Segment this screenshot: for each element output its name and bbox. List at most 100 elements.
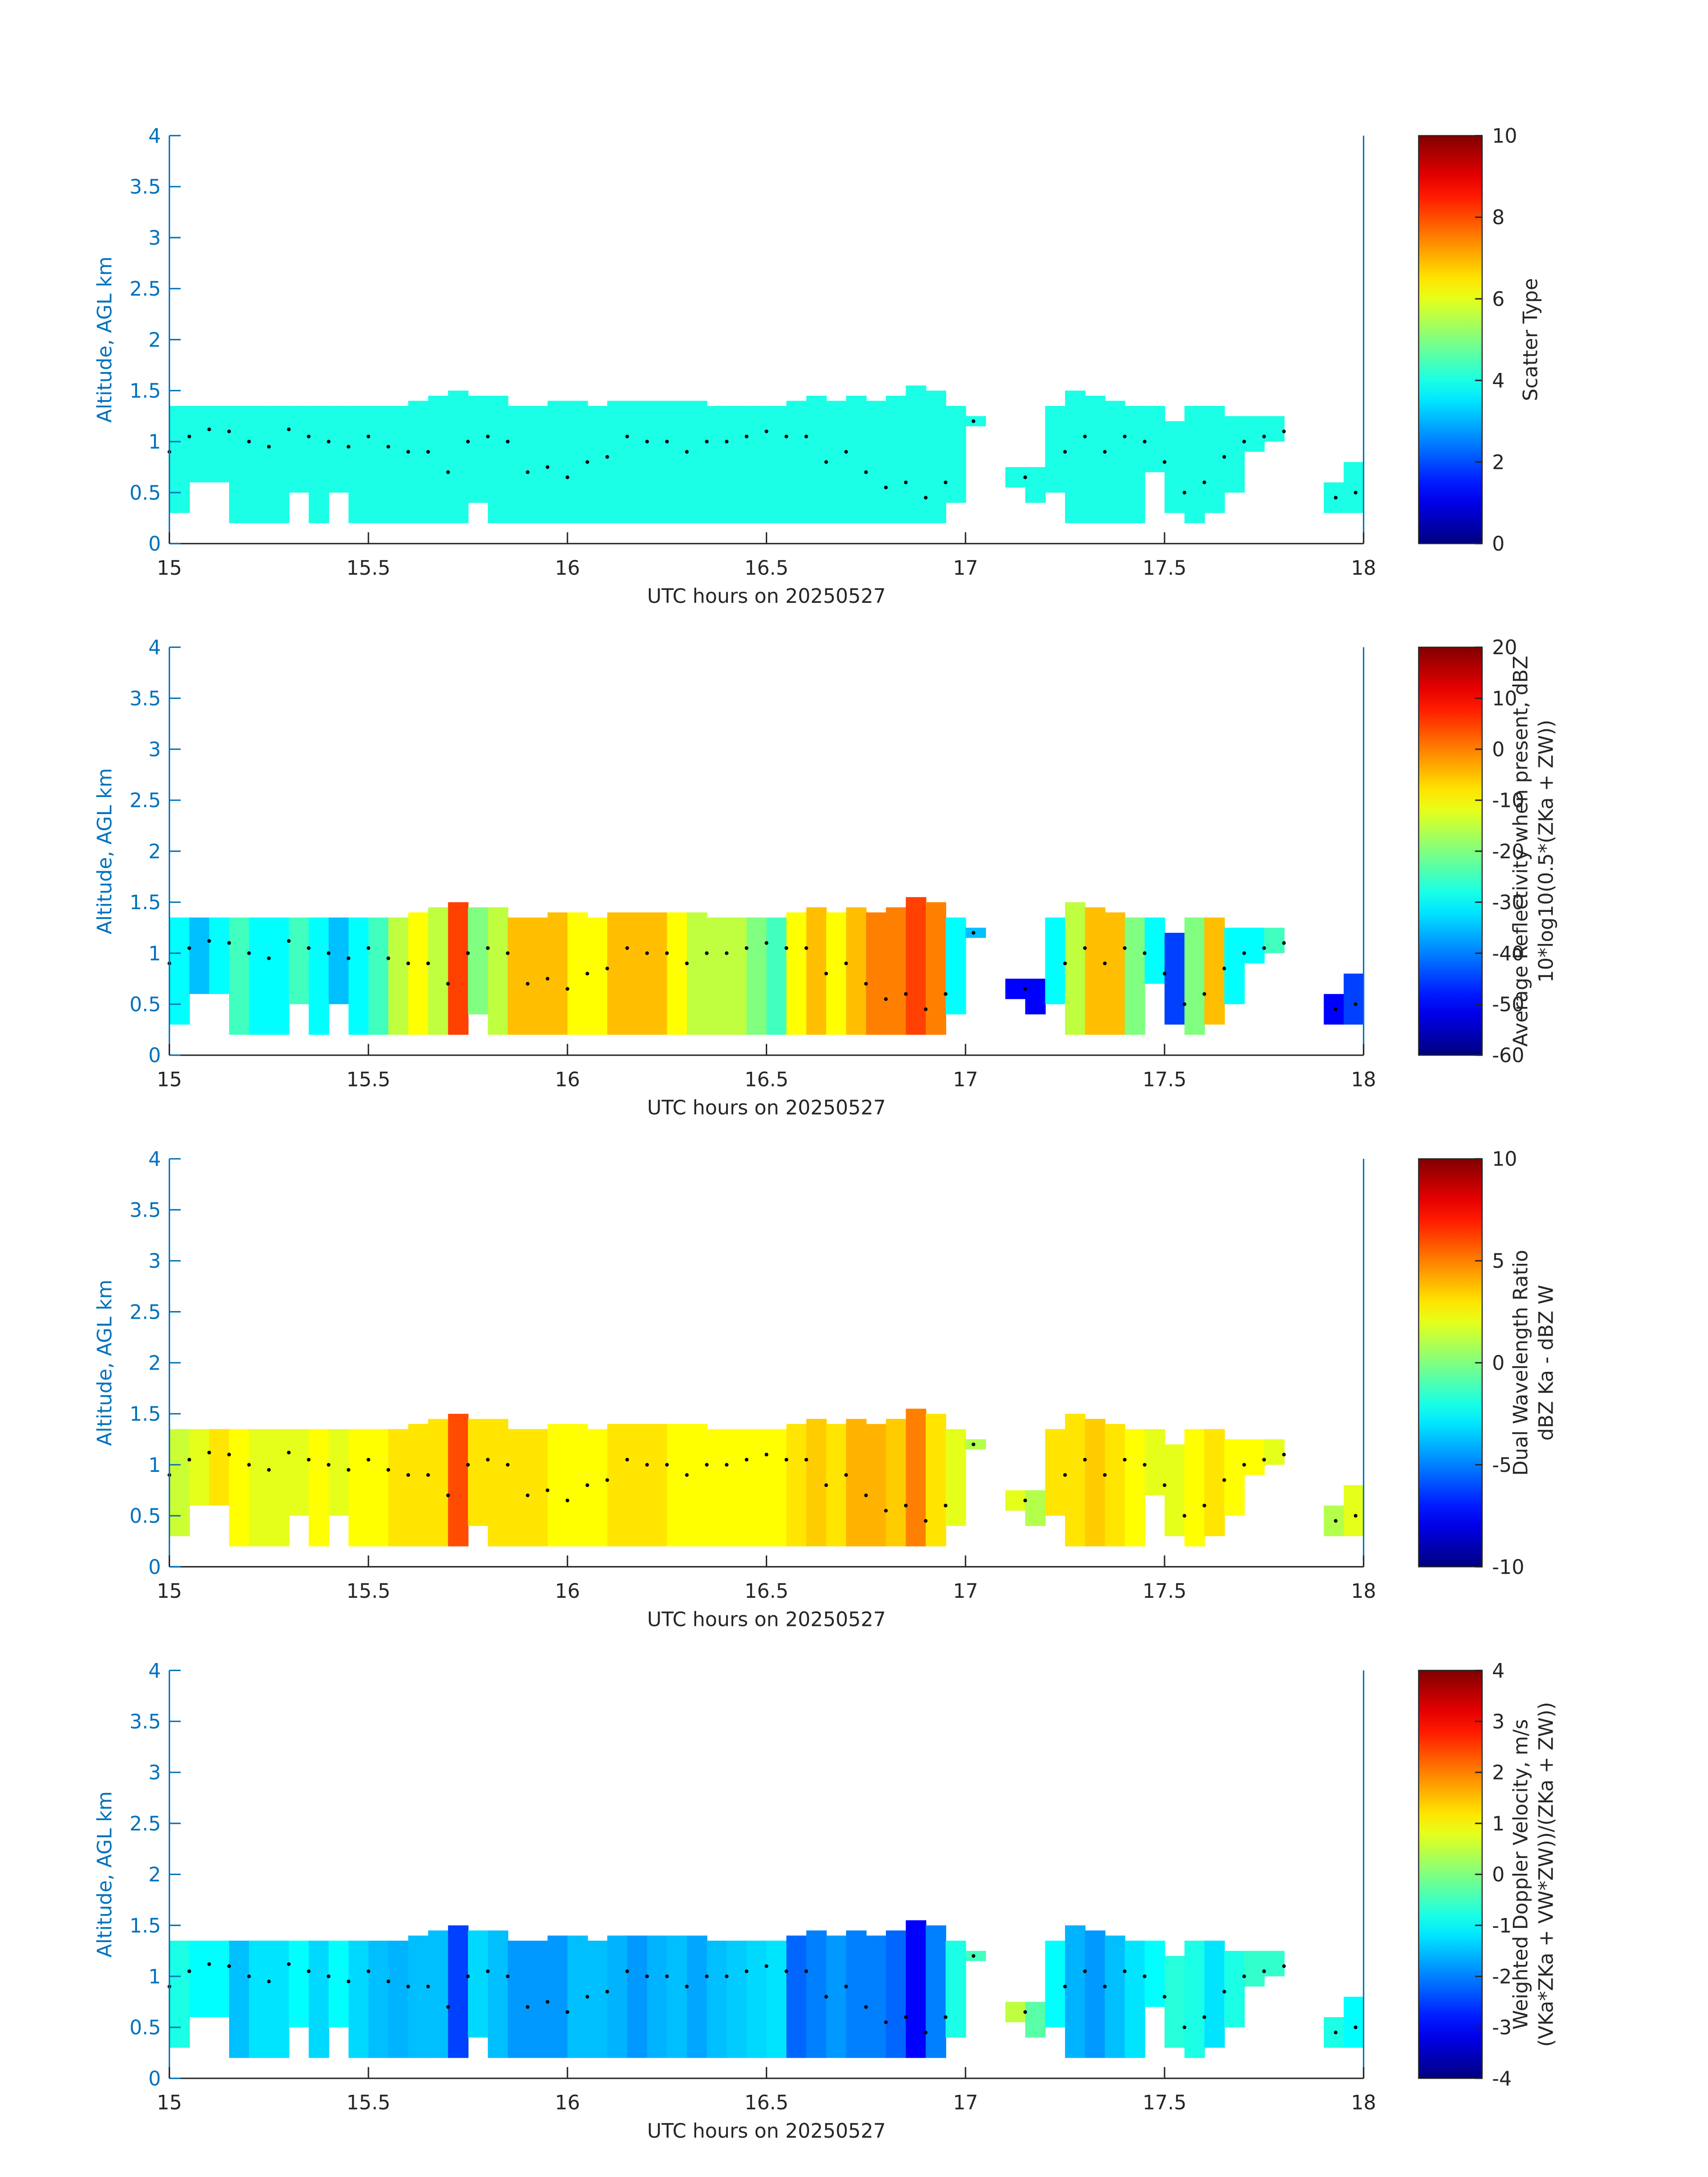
dot — [804, 1969, 808, 1973]
data-column — [687, 401, 708, 523]
dot — [904, 992, 908, 996]
dot — [386, 1980, 390, 1984]
data-column — [885, 907, 906, 1035]
dot — [1242, 951, 1246, 955]
dot — [744, 946, 749, 950]
dot — [923, 1519, 928, 1523]
colorbar-tick-label: -50 — [1492, 994, 1524, 1016]
dot — [645, 951, 649, 955]
data-column — [1344, 1485, 1364, 1536]
colorbar-tick-label: 10 — [1492, 687, 1517, 710]
data-column — [428, 396, 449, 523]
y-tick-label: 0 — [148, 2068, 161, 2090]
data-column — [1005, 2002, 1026, 2022]
y-tick-label: 0 — [148, 533, 161, 556]
data-column — [169, 1429, 190, 1536]
dot — [944, 1504, 948, 1508]
data-column — [527, 917, 548, 1035]
data-column — [328, 917, 349, 1004]
dot — [625, 946, 629, 950]
data-column — [1344, 462, 1364, 513]
data-column — [1065, 1413, 1086, 1546]
y-tick-label: 1 — [148, 1966, 161, 1989]
dot — [526, 470, 530, 474]
data-column — [448, 1925, 469, 2058]
dot — [366, 435, 371, 439]
dot — [287, 427, 291, 431]
data-column — [468, 396, 489, 503]
dot — [1103, 1473, 1107, 1477]
data-column — [448, 390, 469, 523]
data-column — [926, 902, 946, 1035]
data-column — [1005, 978, 1026, 999]
data-column — [567, 1935, 588, 2058]
data-column — [766, 917, 787, 1035]
dot — [904, 2015, 908, 2019]
dot — [526, 982, 530, 986]
data-column — [209, 405, 230, 483]
data-column — [1344, 974, 1364, 1025]
data-column — [229, 917, 250, 1035]
dot — [1222, 1989, 1226, 1994]
colorbar-tick-label: -20 — [1492, 840, 1524, 863]
dot — [864, 982, 868, 986]
data-column — [408, 401, 429, 523]
data-column — [1045, 405, 1066, 493]
data-column — [727, 1429, 748, 1546]
x-tick-label: 18 — [1351, 1580, 1376, 1603]
data-column — [229, 1429, 250, 1546]
y-tick-label: 0 — [148, 1045, 161, 1067]
colorbar-label: (VKa*ZKa + VW*ZW))/(ZKa + ZW)) — [1535, 1702, 1558, 2047]
panel: 0 0.5 1 1.5 2 2.5 3 3.5 4 15 15.5 16 16.5 17 17.5 18 UTC… — [94, 1148, 1558, 1631]
data-column — [826, 912, 847, 1035]
dot — [565, 1498, 569, 1503]
colorbar-tick-label: -30 — [1492, 891, 1524, 914]
dot — [386, 1468, 390, 1472]
colorbar — [1418, 647, 1483, 1056]
colorbar-tick-label: 8 — [1492, 206, 1504, 229]
data-column — [288, 405, 309, 493]
dot — [1143, 439, 1147, 444]
data-column — [1085, 1930, 1106, 2058]
data-column — [488, 1930, 509, 2058]
data-column — [1224, 416, 1245, 493]
dot — [804, 946, 808, 950]
data-column — [309, 405, 330, 523]
dot — [1202, 2015, 1207, 2019]
data-column — [687, 912, 708, 1035]
dot — [287, 1450, 291, 1454]
data-column — [667, 912, 688, 1035]
dot — [187, 435, 192, 439]
dot — [565, 987, 569, 991]
dot — [466, 1974, 470, 1978]
data-column — [368, 1429, 389, 1546]
dot — [307, 435, 311, 439]
dot — [267, 1980, 271, 1984]
dot — [227, 941, 231, 945]
dot — [267, 445, 271, 449]
dot — [784, 1969, 789, 1973]
dot — [1123, 946, 1127, 950]
x-tick-label: 16.5 — [744, 1580, 789, 1603]
dot — [1143, 951, 1147, 955]
data-column — [746, 1940, 767, 2058]
data-column — [468, 1419, 489, 1526]
data-column — [269, 917, 290, 1035]
data-column — [885, 1419, 906, 1546]
data-column — [1065, 902, 1086, 1035]
colorbar-label: Average Reflectivity when present, dBZ — [1509, 656, 1532, 1047]
data-column — [1105, 912, 1126, 1035]
data-column — [727, 405, 748, 523]
dot — [207, 1962, 211, 1966]
y-tick-label: 1.5 — [129, 891, 161, 914]
dot — [505, 439, 510, 444]
data-column — [1264, 928, 1285, 953]
data-column — [269, 1429, 290, 1546]
data-column — [209, 1940, 230, 2018]
data-column — [587, 917, 608, 1035]
dot — [247, 1974, 251, 1978]
y-tick-label: 4 — [148, 636, 161, 659]
data-column — [706, 405, 727, 523]
dot — [1023, 1498, 1027, 1503]
dot — [1023, 987, 1027, 991]
